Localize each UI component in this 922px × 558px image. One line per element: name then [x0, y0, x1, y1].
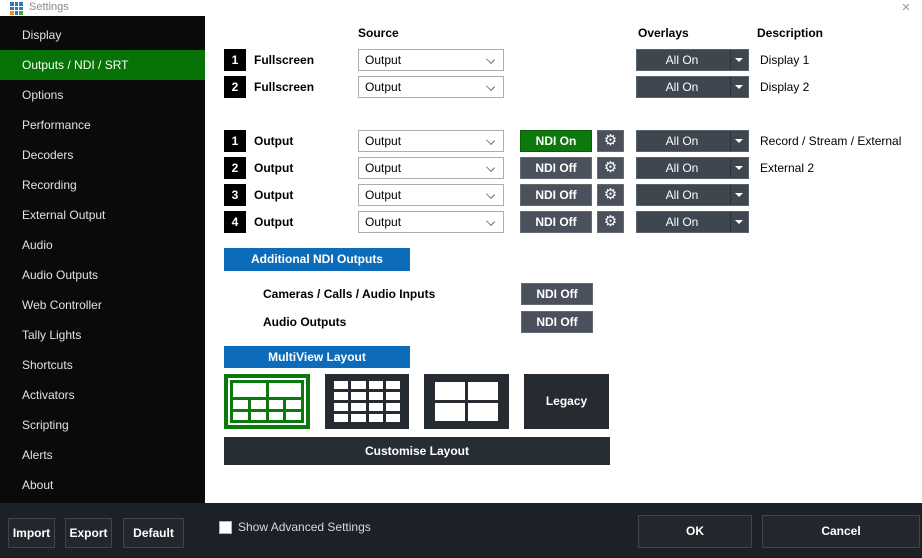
cameras-ndi-toggle[interactable]: NDI Off [521, 283, 593, 305]
sidebar-item-options[interactable]: Options [22, 88, 64, 102]
multiview-layout-option-1-selected[interactable] [224, 374, 310, 429]
output-2-description: External 2 [760, 161, 815, 175]
sidebar-item-activators[interactable]: Activators [22, 388, 75, 402]
sidebar-item-alerts[interactable]: Alerts [22, 448, 53, 462]
output-1-overlays-button[interactable]: All On [636, 130, 749, 152]
gear-icon: ⚙ [603, 186, 618, 203]
output-1-source-select[interactable]: Output [358, 130, 504, 152]
close-icon[interactable]: ✕ [901, 2, 911, 14]
dropdown-arrow-icon[interactable] [735, 139, 743, 143]
sidebar-item-about[interactable]: About [22, 478, 54, 492]
gear-icon: ⚙ [603, 132, 618, 149]
output-3-ndi-toggle[interactable]: NDI Off [520, 184, 592, 206]
overlays-column-header: Overlays [638, 26, 689, 40]
output-3-label: Output [254, 188, 294, 202]
output-4-number: 4 [224, 211, 246, 233]
sidebar-item-tally-lights[interactable]: Tally Lights [22, 328, 82, 342]
output-1-label: Output [254, 134, 294, 148]
output-4-overlays-button[interactable]: All On [636, 211, 749, 233]
dropdown-arrow-icon[interactable] [735, 193, 743, 197]
chevron-down-icon [486, 190, 495, 199]
output-2-number: 2 [224, 157, 246, 179]
sidebar: Display Outputs / NDI / SRT Options Perf… [0, 16, 205, 503]
vmix-logo-icon [10, 2, 23, 15]
output-3-settings-button[interactable]: ⚙ [597, 184, 624, 206]
description-column-header: Description [757, 26, 824, 40]
dropdown-arrow-icon[interactable] [735, 85, 743, 89]
fullscreen-2-overlays-button[interactable]: All On [636, 76, 749, 98]
audio-outputs-label: Audio Outputs [263, 315, 347, 329]
fullscreen-2-number: 2 [224, 76, 246, 98]
default-button[interactable]: Default [123, 518, 184, 548]
output-1-settings-button[interactable]: ⚙ [597, 130, 624, 152]
fullscreen-1-source-select[interactable]: Output [358, 49, 504, 71]
output-2-ndi-toggle[interactable]: NDI Off [520, 157, 592, 179]
sidebar-item-display[interactable]: Display [22, 28, 62, 42]
multiview-layout-option-3[interactable] [424, 374, 509, 429]
output-4-source-select[interactable]: Output [358, 211, 504, 233]
output-4-settings-button[interactable]: ⚙ [597, 211, 624, 233]
output-1-ndi-toggle[interactable]: NDI On [520, 130, 592, 152]
fullscreen-2-source-select[interactable]: Output [358, 76, 504, 98]
sidebar-item-performance[interactable]: Performance [22, 118, 91, 132]
sidebar-item-shortcuts[interactable]: Shortcuts [22, 358, 73, 372]
sidebar-item-external-output[interactable]: External Output [22, 208, 106, 222]
sidebar-item-audio[interactable]: Audio [22, 238, 53, 252]
output-2-overlays-button[interactable]: All On [636, 157, 749, 179]
multiview-layout-option-legacy[interactable]: Legacy [524, 374, 609, 429]
fullscreen-1-number: 1 [224, 49, 246, 71]
export-button[interactable]: Export [65, 518, 112, 548]
ok-button[interactable]: OK [638, 515, 752, 548]
chevron-down-icon [486, 136, 495, 145]
dropdown-arrow-icon[interactable] [735, 220, 743, 224]
additional-ndi-outputs-header[interactable]: Additional NDI Outputs [224, 248, 410, 271]
customise-layout-button[interactable]: Customise Layout [224, 437, 610, 465]
multiview-layout-header[interactable]: MultiView Layout [224, 346, 410, 368]
output-1-number: 1 [224, 130, 246, 152]
sidebar-item-web-controller[interactable]: Web Controller [22, 298, 102, 312]
show-advanced-settings-checkbox[interactable] [219, 521, 232, 534]
gear-icon: ⚙ [603, 213, 618, 230]
fullscreen-2-source-value: Output [365, 80, 402, 94]
output-2-settings-button[interactable]: ⚙ [597, 157, 624, 179]
sidebar-item-audio-outputs[interactable]: Audio Outputs [22, 268, 99, 282]
chevron-down-icon [486, 163, 495, 172]
show-advanced-settings-label: Show Advanced Settings [238, 520, 371, 534]
sidebar-item-recording[interactable]: Recording [22, 178, 77, 192]
cancel-button[interactable]: Cancel [762, 515, 920, 548]
dropdown-arrow-icon[interactable] [735, 166, 743, 170]
window-title: Settings [29, 1, 69, 13]
title-bar: Settings ✕ [0, 0, 922, 16]
dropdown-arrow-icon[interactable] [735, 58, 743, 62]
fullscreen-1-source-value: Output [365, 53, 402, 67]
sidebar-item-scripting[interactable]: Scripting [22, 418, 69, 432]
output-2-label: Output [254, 161, 294, 175]
fullscreen-1-description: Display 1 [760, 53, 810, 67]
output-1-description: Record / Stream / External [760, 134, 902, 148]
audio-outputs-ndi-toggle[interactable]: NDI Off [521, 311, 593, 333]
fullscreen-1-label: Fullscreen [254, 53, 315, 67]
import-button[interactable]: Import [8, 518, 55, 548]
output-4-ndi-toggle[interactable]: NDI Off [520, 211, 592, 233]
output-2-source-select[interactable]: Output [358, 157, 504, 179]
sidebar-item-outputs-ndi-srt[interactable]: Outputs / NDI / SRT [0, 50, 205, 80]
output-3-number: 3 [224, 184, 246, 206]
chevron-down-icon [486, 217, 495, 226]
output-4-label: Output [254, 215, 294, 229]
chevron-down-icon [486, 82, 495, 91]
output-3-overlays-button[interactable]: All On [636, 184, 749, 206]
sidebar-item-decoders[interactable]: Decoders [22, 148, 74, 162]
output-3-source-select[interactable]: Output [358, 184, 504, 206]
source-column-header: Source [358, 26, 399, 40]
chevron-down-icon [486, 55, 495, 64]
fullscreen-1-overlays-button[interactable]: All On [636, 49, 749, 71]
fullscreen-2-description: Display 2 [760, 80, 810, 94]
gear-icon: ⚙ [603, 159, 618, 176]
cameras-calls-audio-inputs-label: Cameras / Calls / Audio Inputs [263, 287, 436, 301]
fullscreen-2-label: Fullscreen [254, 80, 315, 94]
multiview-layout-option-2[interactable] [325, 374, 409, 429]
